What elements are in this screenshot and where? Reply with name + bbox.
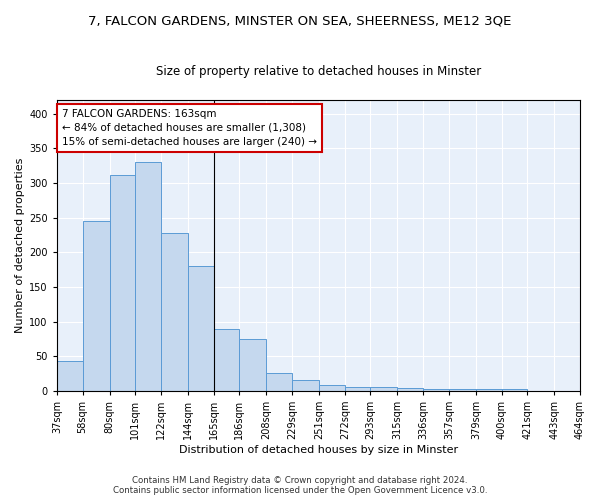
Y-axis label: Number of detached properties: Number of detached properties xyxy=(15,158,25,333)
Bar xyxy=(292,380,319,391)
Bar xyxy=(319,384,345,391)
Bar xyxy=(57,361,83,391)
Bar xyxy=(449,389,476,391)
Bar xyxy=(397,388,423,391)
Title: Size of property relative to detached houses in Minster: Size of property relative to detached ho… xyxy=(156,65,481,78)
X-axis label: Distribution of detached houses by size in Minster: Distribution of detached houses by size … xyxy=(179,445,458,455)
Bar xyxy=(110,175,135,391)
Text: 7, FALCON GARDENS, MINSTER ON SEA, SHEERNESS, ME12 3QE: 7, FALCON GARDENS, MINSTER ON SEA, SHEER… xyxy=(88,15,512,28)
Bar xyxy=(423,389,449,391)
Bar xyxy=(266,373,292,391)
Bar xyxy=(239,339,266,391)
Bar xyxy=(580,389,600,391)
Bar xyxy=(502,389,527,391)
Bar xyxy=(188,266,214,391)
Text: 7 FALCON GARDENS: 163sqm
← 84% of detached houses are smaller (1,308)
15% of sem: 7 FALCON GARDENS: 163sqm ← 84% of detach… xyxy=(62,108,317,146)
Text: Contains HM Land Registry data © Crown copyright and database right 2024.
Contai: Contains HM Land Registry data © Crown c… xyxy=(113,476,487,495)
Bar xyxy=(345,387,370,391)
Bar xyxy=(161,233,188,391)
Bar xyxy=(370,388,397,391)
Bar xyxy=(135,162,161,391)
Bar xyxy=(214,328,239,391)
Bar xyxy=(476,389,502,391)
Bar xyxy=(83,221,110,391)
